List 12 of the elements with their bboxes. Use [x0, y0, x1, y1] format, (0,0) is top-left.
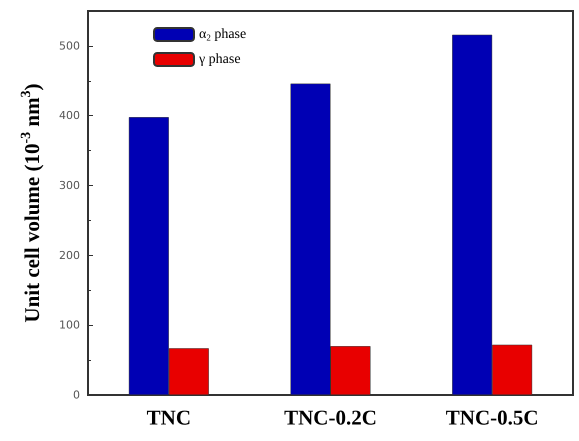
x-tick-label: TNC [146, 406, 192, 430]
legend-label: γ phase [198, 52, 241, 67]
y-tick-label: 200 [59, 248, 80, 262]
y-tick-label: 300 [59, 179, 80, 192]
y-axis-title: Unit cell volume (10-3 nm3) [19, 83, 44, 323]
y-tick-label: 400 [59, 109, 80, 122]
y-tick-label: 500 [59, 39, 80, 52]
legend-label: α2 phase [199, 27, 246, 42]
y-tick-label: 0 [73, 388, 80, 402]
x-tick-label: TNC-0.2C [284, 406, 377, 430]
y-tick-label: 100 [59, 318, 80, 332]
x-tick-label: TNC-0.5C [446, 406, 539, 430]
